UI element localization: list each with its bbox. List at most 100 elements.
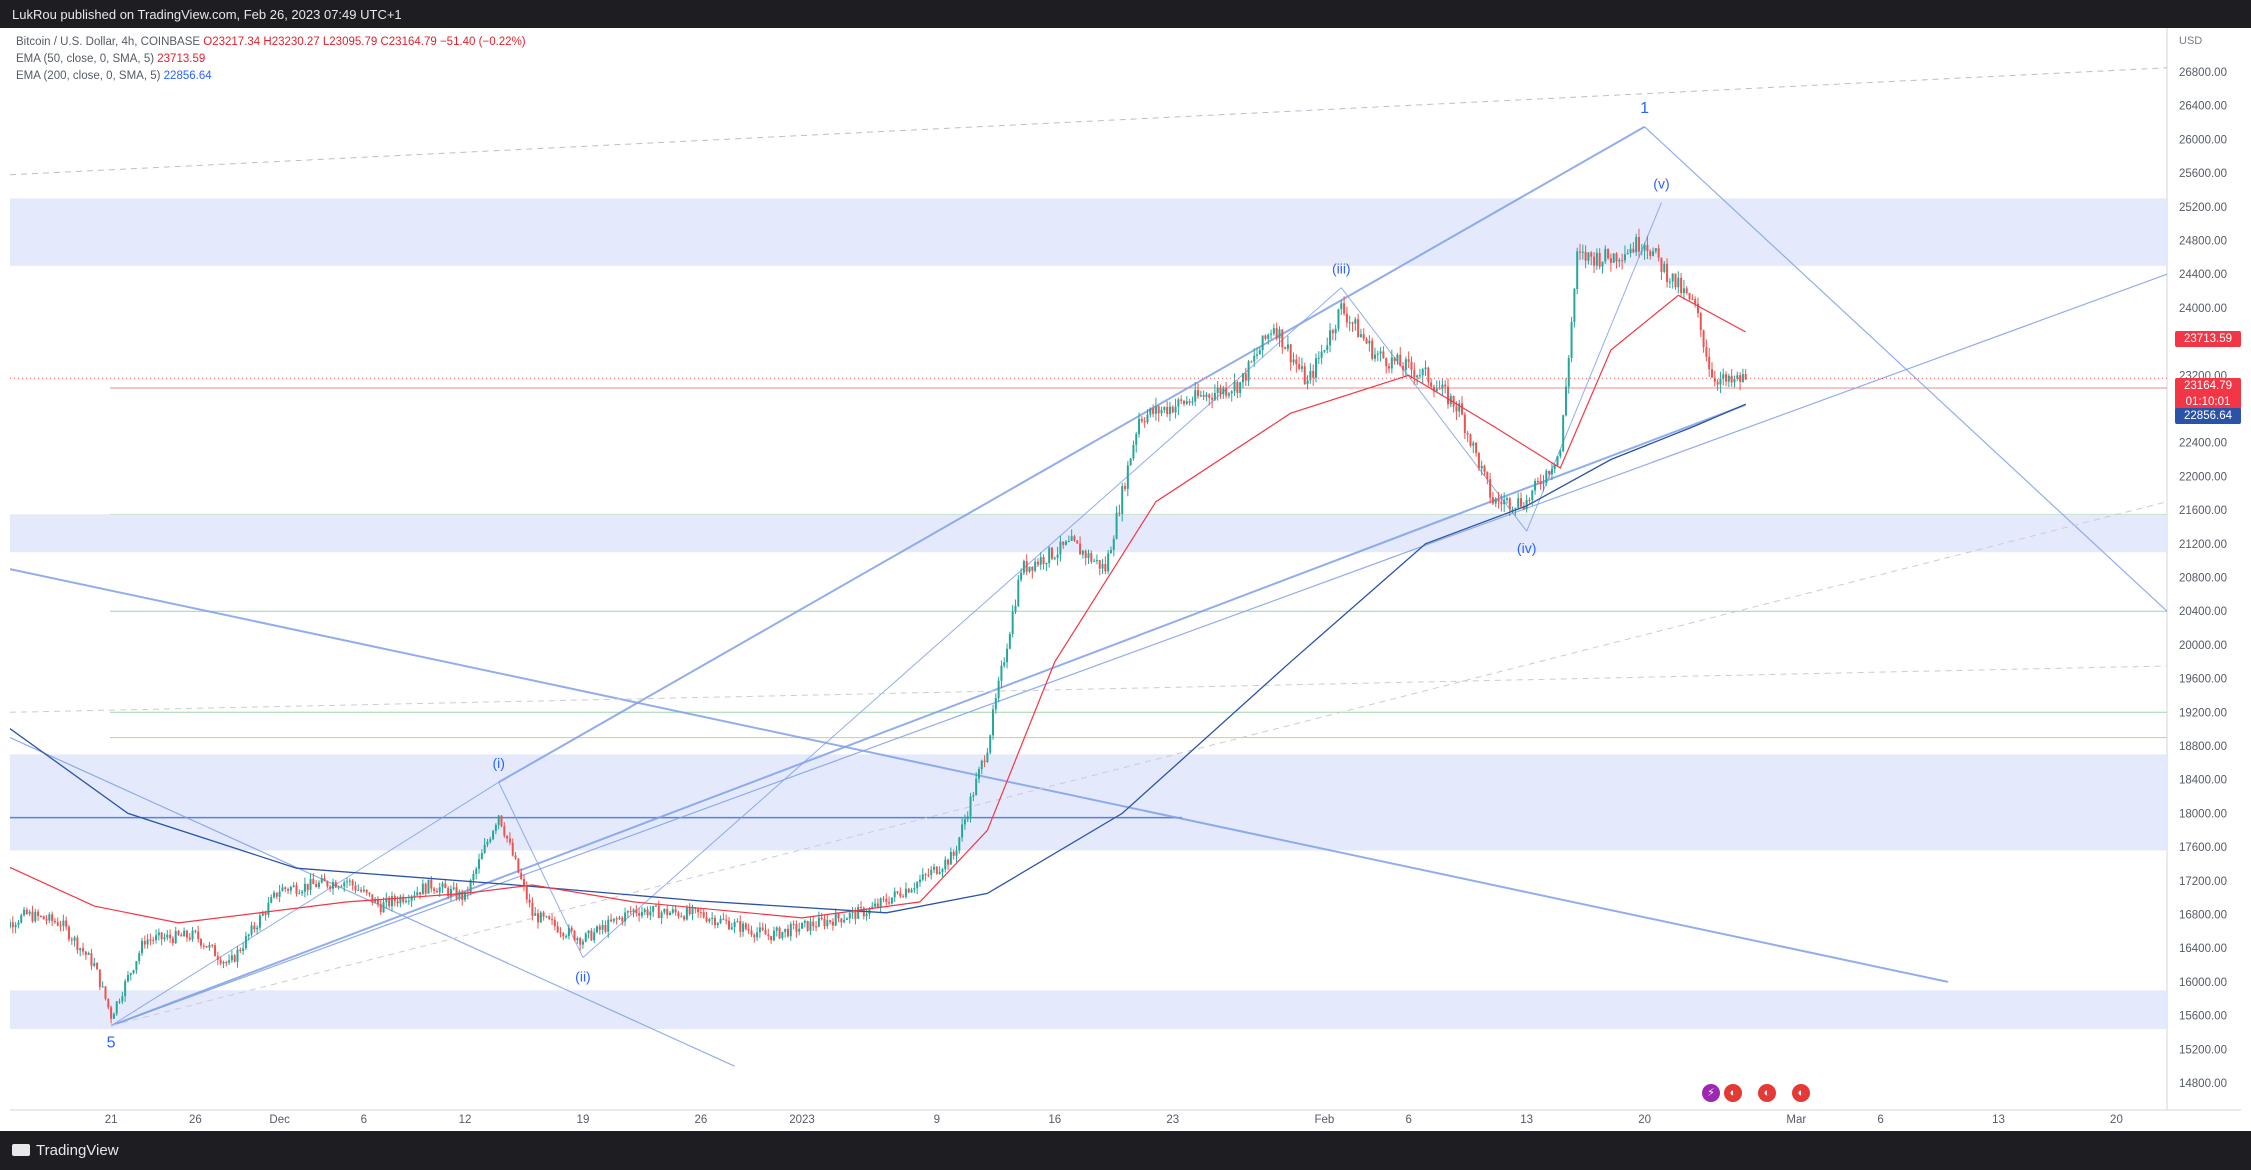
- candle-body: [1284, 347, 1287, 349]
- candle-body: [890, 897, 893, 904]
- candle-body: [1713, 377, 1716, 382]
- candle-body: [640, 912, 643, 916]
- candle-body: [1205, 394, 1208, 397]
- candle-body: [685, 907, 688, 920]
- tradingview-brand[interactable]: TradingView: [12, 1142, 119, 1159]
- date-tick-label: 13: [1520, 1114, 1533, 1126]
- candle-body: [1579, 251, 1582, 253]
- candle-body: [348, 880, 351, 882]
- candle-body: [1587, 252, 1590, 261]
- lightning-icon[interactable]: ⚡: [1702, 1084, 1720, 1102]
- candle-body: [1646, 244, 1649, 252]
- candle-body: [584, 933, 587, 942]
- candle-body: [708, 919, 711, 922]
- candle-body: [565, 936, 568, 938]
- candle-body: [595, 926, 598, 933]
- candle-body: [899, 892, 902, 897]
- candle-body: [626, 911, 629, 913]
- candle-body: [874, 903, 877, 907]
- candle-body: [638, 913, 641, 916]
- candle-body: [1000, 665, 1003, 681]
- date-tick-label: 20: [2110, 1114, 2123, 1126]
- candle-body: [924, 874, 927, 876]
- candle-body: [562, 933, 565, 937]
- candle-body: [1140, 418, 1143, 422]
- candle-body: [385, 897, 388, 903]
- candle-body: [654, 905, 657, 907]
- candle-body: [1270, 333, 1273, 335]
- candle-body: [1065, 541, 1068, 545]
- candle-body: [702, 912, 705, 918]
- candle-body: [736, 921, 739, 923]
- price-tick-label: 16000.00: [2179, 977, 2227, 989]
- candle-body: [1699, 313, 1702, 331]
- candle-body: [174, 931, 177, 944]
- candle-body: [486, 841, 489, 845]
- candle-body: [1590, 252, 1593, 257]
- us-flag-icon[interactable]: ◐: [1758, 1084, 1776, 1102]
- candle-body: [1334, 328, 1337, 334]
- candle-body: [1107, 553, 1110, 572]
- candle-body: [1373, 354, 1376, 359]
- candle-body: [1340, 303, 1343, 310]
- candle-body: [466, 891, 469, 894]
- candle-body: [67, 926, 70, 940]
- candle-body: [904, 888, 907, 897]
- chart-area[interactable]: 5 (i) (ii) (iii) (iv) 1 (v) USD 26800.00 26400.00…: [10, 28, 2241, 1131]
- candle-body: [1668, 281, 1671, 283]
- candle-body: [472, 873, 475, 881]
- price-tick-label: 26000.00: [2179, 134, 2227, 146]
- candle-body: [885, 898, 888, 903]
- price-tick-label: 26800.00: [2179, 67, 2227, 79]
- candle-body: [758, 927, 761, 933]
- candle-body: [975, 778, 978, 796]
- candle-body: [680, 916, 683, 918]
- price-tick-label: 17200.00: [2179, 876, 2227, 888]
- candle-body: [309, 878, 312, 891]
- candle-body: [1109, 550, 1112, 554]
- candle-body: [1618, 260, 1621, 262]
- candle-body: [1604, 249, 1607, 262]
- candle-body: [1081, 550, 1084, 555]
- candle-body: [1520, 498, 1523, 507]
- candle-body: [458, 891, 461, 899]
- candle-body: [1312, 370, 1315, 378]
- candle-body: [1006, 648, 1009, 663]
- candle-body: [183, 930, 186, 937]
- price-tick-label: 16400.00: [2179, 943, 2227, 955]
- candle-body: [1534, 480, 1537, 491]
- candle-body: [576, 938, 579, 941]
- candle-body: [789, 923, 792, 937]
- price-chart[interactable]: 5 (i) (ii) (iii) (iv) 1 (v) USD 26800.00 26400.00…: [10, 28, 2241, 1131]
- candle-body: [1640, 250, 1643, 252]
- candle-body: [51, 914, 54, 921]
- candle-body: [503, 826, 506, 836]
- candle-body: [1309, 370, 1312, 381]
- legend-ema50-value: 23713.59: [157, 53, 206, 65]
- us-flag-icon[interactable]: ◐: [1724, 1084, 1742, 1102]
- sr-zone: [10, 990, 2167, 1030]
- candle-body: [292, 885, 295, 887]
- legend-ema200-row[interactable]: EMA (200, close, 0, SMA, 5) 22856.64: [16, 68, 526, 85]
- candle-body: [1418, 375, 1421, 377]
- candle-body: [275, 892, 278, 897]
- candle-body: [1317, 357, 1320, 359]
- candle-body: [1362, 334, 1365, 339]
- candle-body: [320, 878, 323, 883]
- legend-ema50-row[interactable]: EMA (50, close, 0, SMA, 5) 23713.59: [16, 51, 526, 68]
- candle-body: [1278, 329, 1281, 339]
- candle-body: [230, 955, 233, 961]
- candle-body: [812, 921, 815, 927]
- candle-body: [31, 911, 34, 922]
- price-tick-label: 25200.00: [2179, 202, 2227, 214]
- candle-body: [559, 932, 562, 934]
- candle-body: [1430, 382, 1433, 387]
- price-tick-label: 17600.00: [2179, 842, 2227, 854]
- candle-body: [1696, 303, 1699, 314]
- us-flag-icon[interactable]: ◐: [1792, 1084, 1810, 1102]
- price-tick-label: 20800.00: [2179, 573, 2227, 585]
- candle-body: [1564, 386, 1567, 416]
- candle-body: [753, 934, 756, 938]
- candle-body: [848, 912, 851, 919]
- candle-body: [1477, 452, 1480, 469]
